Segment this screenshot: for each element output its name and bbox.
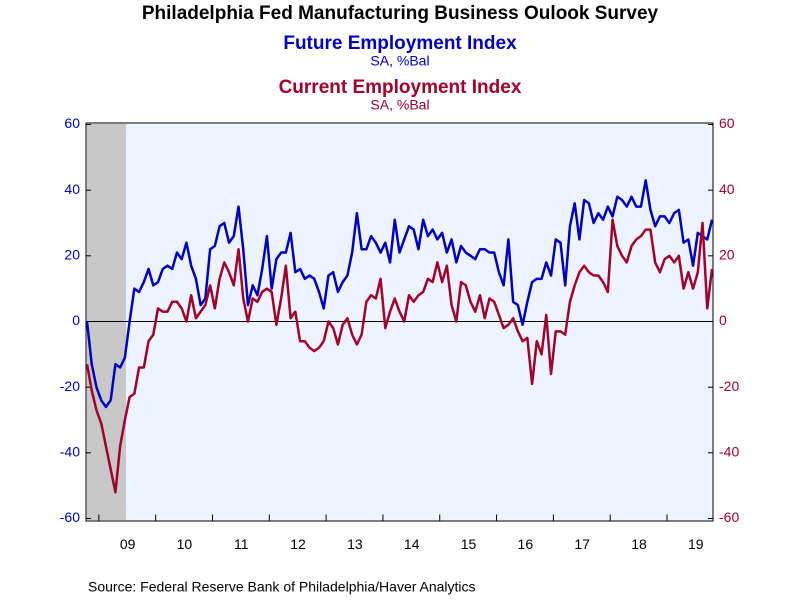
x-tick-label: 15 [461,536,477,552]
x-tick-label: 09 [120,536,136,552]
source: Source: Federal Reserve Bank of Philadel… [88,579,476,595]
subtitle-unit: SA, %Bal [370,53,429,69]
y2-tick-label: -60 [719,509,739,525]
y-tick-label: 60 [64,115,80,131]
y-tick-label: 20 [64,247,80,263]
y2-tick-label: -40 [719,444,739,460]
series-line [85,179,714,409]
series-line [85,218,714,494]
x-tick-label: 14 [404,536,420,552]
y-tick-label: 0 [72,312,80,328]
x-tick-label: 18 [631,536,647,552]
y2-tick-label: 20 [719,247,735,263]
subtitle: Future Employment Index [283,33,517,54]
y-tick-label: -40 [60,444,80,460]
subtitle: Current Employment Index [279,77,522,98]
subtitle-unit: SA, %Bal [370,97,429,113]
x-tick-label: 16 [518,536,534,552]
x-tick-label: 17 [574,536,590,552]
x-tick-label: 11 [234,536,249,552]
y-tick-label: -60 [60,509,80,525]
y-tick-label: -20 [60,378,80,394]
y2-tick-label: 60 [719,115,735,131]
x-tick-label: 13 [347,536,363,552]
y-tick-label: 40 [64,181,80,197]
y2-tick-label: 0 [719,312,727,328]
y2-tick-label: 40 [719,181,735,197]
x-tick-label: 12 [290,536,306,552]
y2-tick-label: -20 [719,378,739,394]
x-tick-label: 10 [177,536,193,552]
chart-title: Philadelphia Fed Manufacturing Business … [142,3,659,24]
x-tick-label: 19 [688,536,704,552]
